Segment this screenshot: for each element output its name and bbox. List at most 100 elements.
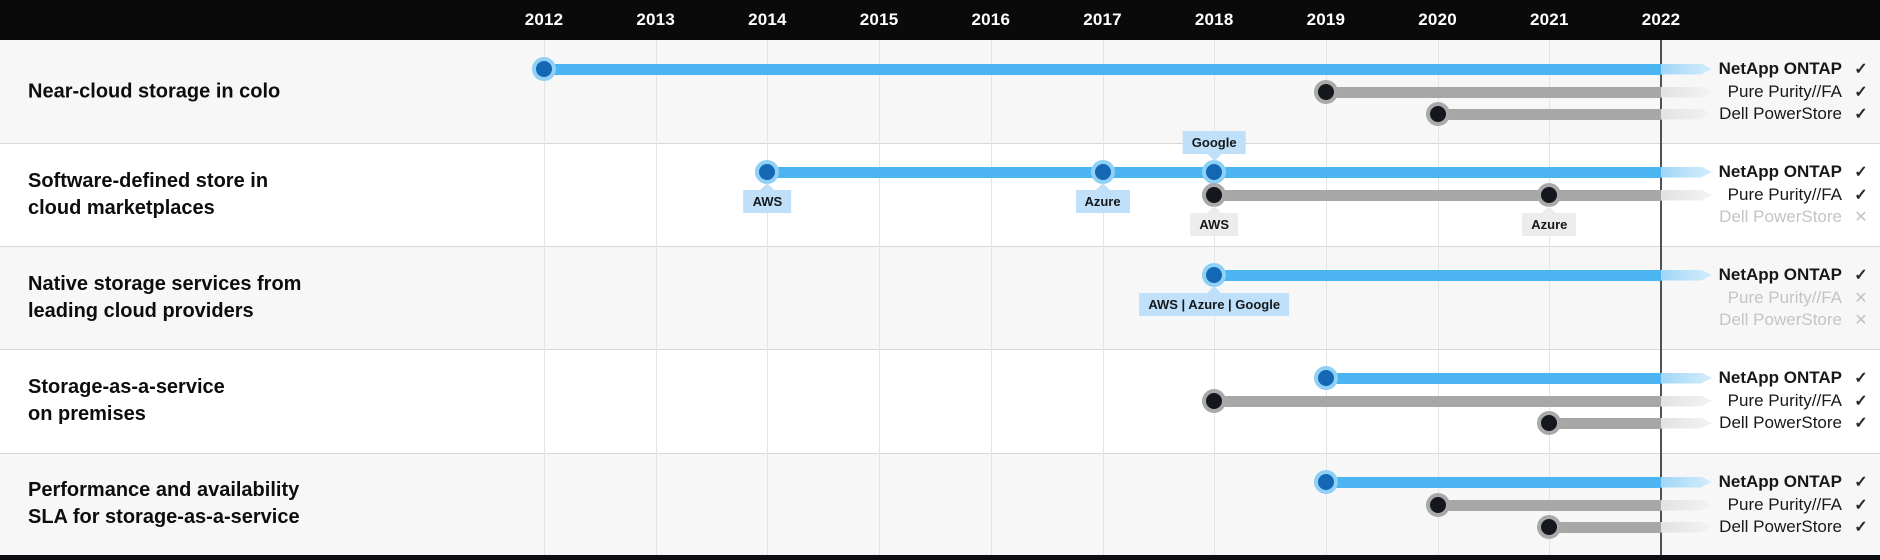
legend-product-name: Pure Purity//FA xyxy=(1727,495,1842,514)
badge-text: Azure xyxy=(1522,213,1577,236)
year-gridline xyxy=(990,349,992,453)
timeline-bar xyxy=(1325,86,1661,98)
milestone-dot xyxy=(1202,263,1227,287)
check-icon: ✓ xyxy=(1854,370,1868,387)
check-icon: ✓ xyxy=(1854,497,1868,514)
milestone-dot xyxy=(1425,493,1450,517)
year-gridline xyxy=(1437,246,1439,349)
year-gridline xyxy=(767,453,769,555)
year-gridline xyxy=(990,246,992,349)
check-icon: ✓ xyxy=(1854,187,1868,204)
year-gridline xyxy=(879,349,881,453)
year-label: 2013 xyxy=(636,10,675,29)
badge-pointer-up-icon xyxy=(1542,206,1557,213)
year-label: 2019 xyxy=(1306,10,1346,29)
row-label: Storage-as-a-service on premises xyxy=(28,374,225,428)
timeline-bar-fade-arrow xyxy=(1661,522,1712,533)
year-gridline xyxy=(767,349,769,453)
row-label-line: on premises xyxy=(28,403,146,425)
timeline-bar-fade-arrow xyxy=(1661,167,1712,178)
row-label-line: Performance and availability xyxy=(28,479,300,501)
current-year-gridline xyxy=(1660,246,1662,349)
timeline-row: Native storage services from leading clou… xyxy=(0,246,1880,349)
badge-pointer-up-icon xyxy=(1207,286,1222,293)
check-icon: ✓ xyxy=(1854,106,1868,123)
year-label: 2017 xyxy=(1083,10,1122,29)
timeline-bar-fade-arrow xyxy=(1661,500,1712,511)
milestone-dot xyxy=(1537,515,1562,539)
badge-pointer-up-icon xyxy=(760,183,775,190)
legend-entry: NetApp ONTAP ✓ xyxy=(1719,57,1870,81)
cross-icon: ✕ xyxy=(1854,290,1868,307)
row-label-line: SLA for storage-as-a-service xyxy=(28,506,300,528)
year-gridline xyxy=(879,246,881,349)
year-gridline xyxy=(879,453,881,555)
year-gridline xyxy=(990,453,992,555)
row-label: Performance and availability SLA for stor… xyxy=(28,477,300,531)
legend-entry: NetApp ONTAP ✓ xyxy=(1719,366,1870,390)
year-label: 2022 xyxy=(1641,10,1681,29)
legend-product-name: Dell PowerStore xyxy=(1719,104,1842,123)
year-gridline xyxy=(544,143,545,246)
milestone-badge: Azure xyxy=(1075,183,1130,213)
legend-product-name: Pure Purity//FA xyxy=(1727,288,1842,307)
timeline-row: Near-cloud storage in colo NetApp ONTAP ✓ P… xyxy=(0,40,1880,143)
legend-entry: Pure Purity//FA ✕ xyxy=(1728,286,1870,310)
milestone-dot xyxy=(1537,411,1562,435)
row-label-line: Native storage services from xyxy=(28,272,302,295)
year-gridline xyxy=(655,143,657,246)
milestone-badge: AWS xyxy=(743,183,792,213)
check-icon: ✓ xyxy=(1854,84,1868,101)
milestone-dot xyxy=(1202,183,1227,207)
milestone-dot xyxy=(1090,160,1115,184)
check-icon: ✓ xyxy=(1854,164,1868,181)
timeline-bar-fade-arrow xyxy=(1661,190,1712,201)
milestone-dot xyxy=(755,160,780,184)
year-gridline xyxy=(990,40,992,143)
year-gridline xyxy=(990,143,992,246)
timeline-bar xyxy=(1437,499,1661,511)
badge-pointer-up-icon xyxy=(1095,183,1110,190)
legend-entry: NetApp ONTAP ✓ xyxy=(1719,470,1870,494)
milestone-badge: AWS | Azure | Google xyxy=(1139,286,1290,316)
legend-entry: Pure Purity//FA ✓ xyxy=(1728,80,1870,104)
check-icon: ✓ xyxy=(1854,474,1868,491)
bottom-bar xyxy=(0,555,1880,560)
milestone-dot xyxy=(1313,366,1338,390)
timeline-bar-fade-arrow xyxy=(1661,109,1712,120)
timeline-row: Software-defined store in cloud marketpla… xyxy=(0,131,1880,246)
timeline-bar-fade-arrow xyxy=(1661,87,1712,98)
year-label: 2018 xyxy=(1194,10,1234,29)
timeline-bar-fade-arrow xyxy=(1661,477,1712,488)
year-gridline xyxy=(1214,453,1216,555)
badge-text: AWS | Azure | Google xyxy=(1139,293,1290,316)
year-gridline xyxy=(655,349,657,453)
year-gridline xyxy=(544,349,545,453)
row-label: Native storage services from leading clou… xyxy=(28,271,301,325)
cross-icon: ✕ xyxy=(1854,312,1868,329)
timeline-bar xyxy=(544,63,1661,75)
legend-product-name: NetApp ONTAP xyxy=(1718,265,1842,284)
legend-product-name: Dell PowerStore xyxy=(1719,310,1842,329)
timeline-row: Storage-as-a-service on premises NetApp ON… xyxy=(0,349,1880,453)
legend-entry: Dell PowerStore ✓ xyxy=(1719,102,1870,126)
row-label: Software-defined store in cloud marketpla… xyxy=(28,168,268,222)
year-label: 2015 xyxy=(859,10,899,29)
year-gridline xyxy=(655,40,657,143)
row-label-line: Near-cloud storage in colo xyxy=(28,80,281,102)
timeline-bar xyxy=(1325,476,1661,488)
badge-text: AWS xyxy=(743,190,792,213)
legend-entry: NetApp ONTAP ✓ xyxy=(1719,263,1870,287)
year-gridline xyxy=(655,453,657,555)
timeline-bar-fade-arrow xyxy=(1661,270,1712,281)
legend-product-name: Pure Purity//FA xyxy=(1727,391,1842,410)
legend-entry: Dell PowerStore ✓ xyxy=(1719,515,1870,539)
check-icon: ✓ xyxy=(1854,61,1868,78)
year-gridline xyxy=(1102,40,1104,143)
timeline-bar xyxy=(1214,395,1661,407)
year-gridline xyxy=(544,40,545,143)
timeline-row: Performance and availability SLA for stor… xyxy=(0,453,1880,555)
legend-product-name: Dell PowerStore xyxy=(1719,207,1842,226)
year-label: 2016 xyxy=(971,10,1011,29)
